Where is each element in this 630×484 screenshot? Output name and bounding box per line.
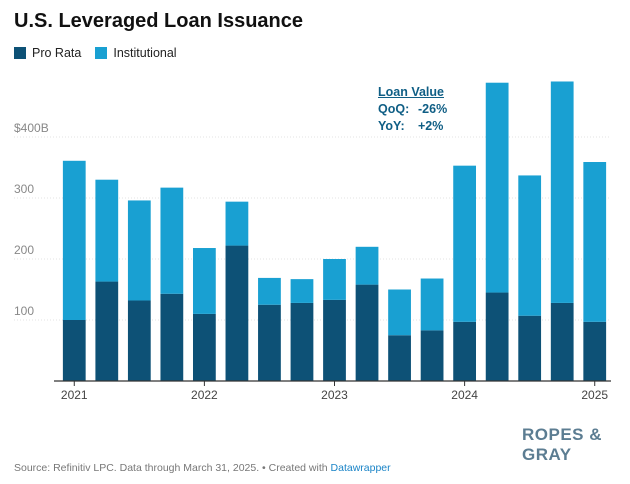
annotation-qoq-value: -26% (418, 102, 448, 116)
x-axis-labels: 2021 2022 2023 2024 2025 (61, 388, 608, 402)
bar-institutional-13 (485, 82, 509, 293)
x-tick-label-2025: 2025 (581, 388, 608, 402)
bar-pro-rata-4 (192, 313, 216, 381)
legend-item-pro-rata: Pro Rata (14, 46, 81, 60)
bar-institutional-5 (225, 201, 249, 246)
annotation-qoq-label: QoQ: (378, 102, 410, 116)
bar-pro-rata-15 (550, 302, 574, 381)
bar-pro-rata-13 (485, 292, 509, 381)
legend-label-pro-rata: Pro Rata (32, 46, 82, 60)
y-tick-label-200: 200 (14, 243, 34, 257)
bar-institutional-11 (420, 278, 444, 331)
bar-institutional-10 (388, 289, 411, 336)
legend: Pro Rata Institutional (14, 46, 191, 60)
bar-institutional-0 (62, 160, 86, 320)
bar-institutional-8 (323, 259, 346, 300)
bars (62, 81, 607, 381)
bar-institutional-12 (453, 165, 477, 322)
y-tick-label-400: $400B (14, 121, 49, 135)
y-tick-label-100: 100 (14, 304, 34, 318)
bar-institutional-1 (95, 179, 119, 282)
bar-institutional-15 (550, 81, 574, 303)
y-tick-label-300: 300 (14, 182, 34, 196)
bar-pro-rata-7 (290, 302, 314, 381)
bar-pro-rata-6 (258, 304, 281, 381)
bar-pro-rata-11 (420, 330, 444, 381)
bar-pro-rata-10 (388, 335, 411, 381)
annotation-yoy: YoY: +2% (378, 118, 447, 135)
bar-pro-rata-5 (225, 245, 249, 381)
bar-institutional-4 (192, 248, 216, 314)
x-tick-label-2024: 2024 (451, 388, 478, 402)
bar-pro-rata-1 (95, 281, 119, 381)
y-axis-labels: 100 200 300 $400B (14, 121, 49, 318)
x-tick-label-2022: 2022 (191, 388, 218, 402)
source-text: Source: Refinitiv LPC. Data through Marc… (14, 462, 331, 474)
x-axis (54, 380, 611, 386)
bar-institutional-2 (127, 200, 151, 301)
datawrapper-link[interactable]: Datawrapper (330, 462, 391, 474)
chart-title: U.S. Leveraged Loan Issuance (14, 10, 303, 32)
legend-label-institutional: Institutional (113, 46, 177, 60)
bar-pro-rata-12 (453, 321, 477, 381)
legend-swatch-pro-rata (14, 47, 26, 59)
bar-pro-rata-16 (583, 321, 607, 381)
annotation-yoy-label: YoY: (378, 119, 405, 133)
bar-pro-rata-2 (127, 300, 151, 381)
bar-institutional-7 (290, 279, 314, 303)
x-tick-label-2021: 2021 (61, 388, 88, 402)
bar-pro-rata-3 (160, 293, 184, 381)
legend-swatch-institutional (95, 47, 108, 59)
bar-pro-rata-0 (62, 320, 86, 381)
annotation-qoq: QoQ: -26% (378, 101, 447, 118)
legend-item-institutional: Institutional (95, 46, 177, 60)
source-note: Source: Refinitiv LPC. Data through Marc… (14, 462, 391, 474)
bar-institutional-3 (160, 187, 184, 294)
ropes-gray-logo: ROPES & GRAY (522, 425, 603, 464)
bar-institutional-9 (355, 246, 379, 285)
bar-pro-rata-9 (355, 284, 379, 381)
loan-value-annotation: Loan Value QoQ: -26% YoY: +2% (378, 84, 447, 135)
annotation-yoy-value: +2% (418, 119, 444, 133)
x-tick-label-2023: 2023 (321, 388, 348, 402)
annotation-heading: Loan Value (378, 85, 444, 99)
bar-pro-rata-8 (323, 299, 346, 381)
bar-institutional-14 (518, 175, 542, 316)
bar-institutional-6 (258, 277, 281, 305)
bar-institutional-16 (583, 162, 607, 322)
bar-pro-rata-14 (518, 315, 542, 381)
